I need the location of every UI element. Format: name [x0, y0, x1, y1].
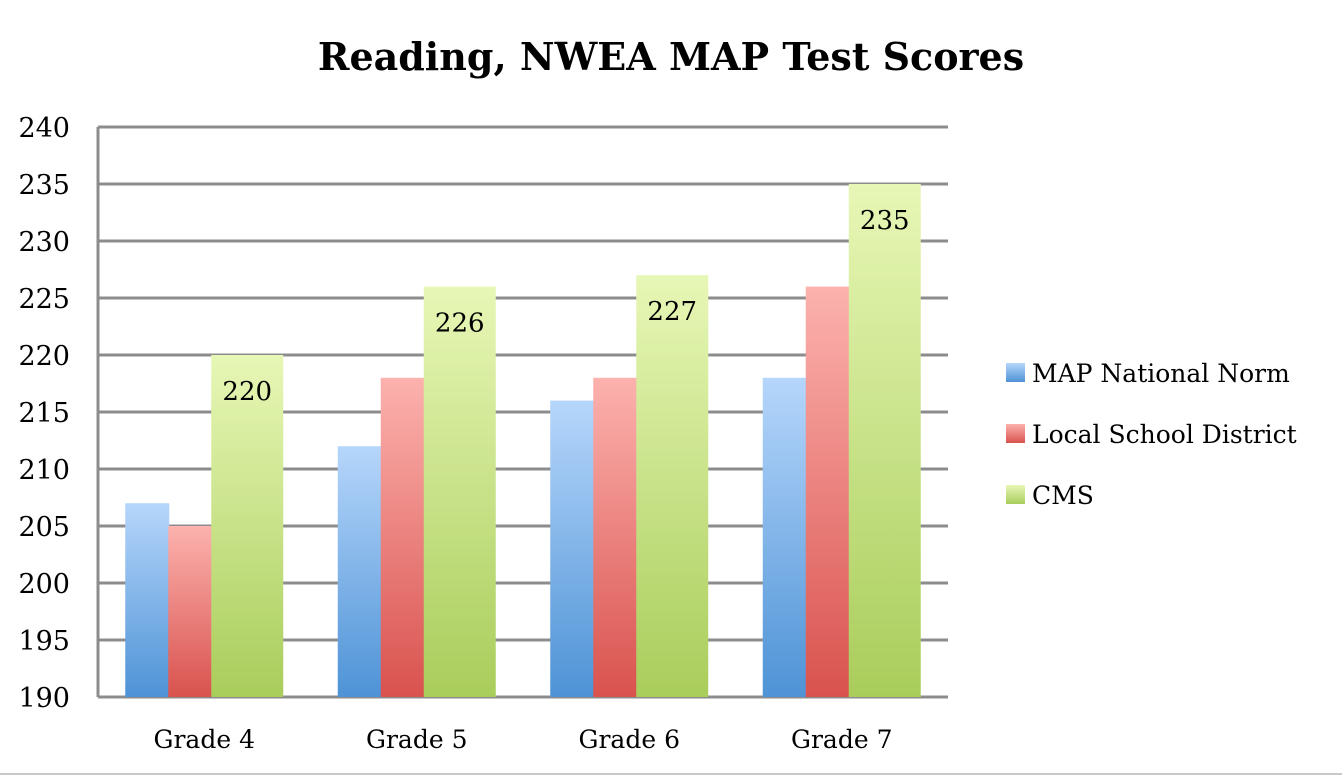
legend-swatch: [1006, 363, 1025, 382]
bar: [593, 377, 638, 697]
y-tick-label: 235: [18, 170, 70, 201]
legend-label: CMS: [1032, 481, 1094, 510]
bar: [805, 286, 850, 697]
y-tick-label: 240: [18, 113, 70, 144]
bar: [423, 286, 496, 697]
data-label: 235: [860, 206, 910, 236]
y-tick-label: 215: [18, 398, 70, 429]
bar: [380, 377, 425, 697]
data-label: 226: [435, 309, 485, 339]
y-tick-label: 210: [18, 455, 70, 486]
y-tick-label: 220: [18, 341, 70, 372]
x-category-label: Grade 4: [154, 725, 255, 754]
chart-title: Reading, NWEA MAP Test Scores: [318, 34, 1024, 79]
legend-swatch: [1006, 424, 1025, 443]
y-tick-label: 205: [18, 512, 70, 543]
legend-label: MAP National Norm: [1032, 359, 1290, 388]
y-tick-label: 195: [18, 626, 70, 657]
x-axis-categories: Grade 4 Grade 5 Grade 6 Grade 7: [154, 725, 893, 754]
bars: [125, 184, 921, 697]
bar: [337, 446, 382, 697]
bar: [550, 400, 595, 697]
y-tick-label: 225: [18, 284, 70, 315]
bar: [211, 355, 284, 697]
data-label: 220: [222, 377, 272, 407]
legend-swatch: [1006, 485, 1025, 504]
legend-label: Local School District: [1032, 420, 1297, 449]
legend: MAP National Norm Local School District CM…: [1006, 359, 1297, 510]
bottom-divider: [0, 773, 1342, 775]
y-axis-ticks: 190 195 200 205 210 215 220 225 230 235 240: [18, 113, 70, 714]
x-category-label: Grade 7: [791, 725, 892, 754]
bar: [125, 503, 170, 697]
bar: [636, 275, 709, 697]
bar: [762, 377, 807, 697]
bar: [848, 184, 921, 697]
x-category-label: Grade 5: [366, 725, 467, 754]
bar: [168, 526, 213, 697]
x-category-label: Grade 6: [579, 725, 680, 754]
data-labels: 220 226 227 235: [222, 206, 909, 407]
y-tick-label: 230: [18, 227, 70, 258]
data-label: 227: [647, 297, 697, 327]
y-tick-label: 190: [18, 683, 70, 714]
y-tick-label: 200: [18, 569, 70, 600]
